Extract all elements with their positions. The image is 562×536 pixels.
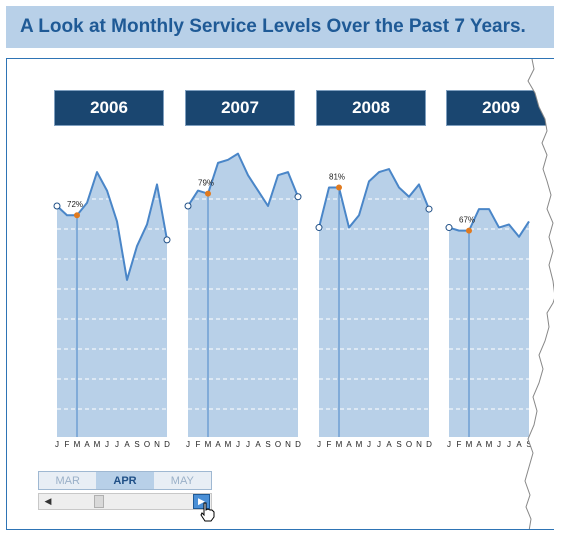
data-point-2009-M-2 (466, 227, 472, 234)
month-option-selected[interactable]: APR (96, 472, 154, 489)
data-point-2006-M-2 (74, 212, 80, 219)
x-tick-2008-8: S (396, 440, 401, 449)
x-tick-2007-0: J (186, 440, 190, 449)
scroll-left-arrow-icon[interactable]: ◀ (44, 496, 52, 506)
x-tick-2008-3: A (346, 440, 352, 449)
chart-panel: 72% J F M A M J J A S O N D 79% J F M A M J J A S O N D 81% J F M A M J J… (6, 58, 554, 530)
data-point-2009-J-0 (445, 224, 453, 232)
x-tick-2007-9: O (275, 440, 281, 449)
x-tick-2007-10: N (285, 440, 291, 449)
x-tick-2009-7: A (516, 440, 522, 449)
scroll-thumb[interactable] (94, 495, 104, 508)
data-label-2008: 81% (329, 173, 345, 182)
data-point-2008-D-11 (425, 205, 433, 213)
x-tick-2007-5: J (236, 440, 240, 449)
x-tick-2008-11: D (426, 440, 432, 449)
x-tick-2009-2: M (466, 440, 473, 449)
x-tick-2008-7: A (386, 440, 392, 449)
x-tick-2006-0: J (55, 440, 59, 449)
x-tick-2008-9: O (406, 440, 412, 449)
area-fill-2007 (188, 153, 298, 437)
data-point-2007-M-2 (205, 190, 211, 197)
year-label-2007: 2007 (185, 90, 295, 126)
x-tick-2007-6: J (246, 440, 250, 449)
x-tick-2008-10: N (416, 440, 422, 449)
year-label-2008: 2008 (316, 90, 426, 126)
month-selector[interactable]: MAR APR MAY ◀ ▶ (38, 471, 215, 522)
x-tick-2006-4: M (94, 440, 101, 449)
area-fill-2006 (57, 172, 167, 437)
x-tick-2006-1: F (65, 440, 70, 449)
x-tick-2008-1: F (327, 440, 332, 449)
data-label-2009: 67% (459, 216, 475, 225)
x-tick-2006-5: J (105, 440, 109, 449)
x-tick-2008-2: M (336, 440, 343, 449)
x-tick-2009-6: J (507, 440, 511, 449)
data-point-2007-D-11 (294, 193, 302, 201)
x-tick-2009-8: S (526, 440, 531, 449)
x-tick-2006-10: N (154, 440, 160, 449)
month-scrollbar[interactable]: ◀ ▶ (38, 493, 212, 510)
x-tick-2009-1: F (457, 440, 462, 449)
page-title: A Look at Monthly Service Levels Over th… (20, 16, 526, 37)
x-tick-2007-1: F (196, 440, 201, 449)
x-tick-2009-5: J (497, 440, 501, 449)
data-label-2006: 72% (67, 200, 83, 209)
x-tick-2007-2: M (205, 440, 212, 449)
x-tick-2007-11: D (295, 440, 301, 449)
data-label-2007: 79% (198, 179, 214, 188)
x-tick-2009-4: M (486, 440, 493, 449)
area-fill-2009 (449, 209, 529, 437)
x-tick-2006-3: A (84, 440, 90, 449)
hand-cursor-icon (200, 502, 215, 522)
x-tick-2007-4: M (225, 440, 232, 449)
x-tick-2006-6: J (115, 440, 119, 449)
x-tick-2006-9: O (144, 440, 150, 449)
month-options: MAR APR MAY (38, 471, 212, 490)
x-tick-2007-7: A (255, 440, 261, 449)
x-tick-2006-8: S (134, 440, 139, 449)
data-point-2007-J-0 (184, 202, 192, 210)
x-tick-2008-5: J (367, 440, 371, 449)
small-multiples-chart: 72%J F M A M J J A S O N D79%J F M A M J J A S O N D81%J F M A M J J… (53, 152, 532, 449)
x-tick-2006-2: M (74, 440, 81, 449)
x-tick-2006-7: A (124, 440, 130, 449)
x-tick-2009-0: J (447, 440, 451, 449)
x-tick-2006-11: D (164, 440, 170, 449)
area-fill-2008 (319, 169, 429, 437)
x-tick-2008-4: M (356, 440, 363, 449)
data-point-2006-J-0 (53, 202, 61, 210)
x-tick-2009-3: A (476, 440, 482, 449)
data-point-2008-M-2 (336, 184, 342, 191)
year-label-2006: 2006 (54, 90, 164, 126)
title-bar: A Look at Monthly Service Levels Over th… (6, 6, 554, 48)
x-tick-2007-3: A (215, 440, 221, 449)
x-tick-2008-0: J (317, 440, 321, 449)
month-option-prev[interactable]: MAR (55, 474, 80, 487)
month-option-next[interactable]: MAY (170, 474, 194, 487)
x-tick-2007-8: S (265, 440, 270, 449)
data-point-2006-D-11 (163, 236, 171, 244)
x-tick-2008-6: J (377, 440, 381, 449)
data-point-2008-J-0 (315, 224, 323, 232)
year-label-2009: 2009 (446, 90, 554, 126)
